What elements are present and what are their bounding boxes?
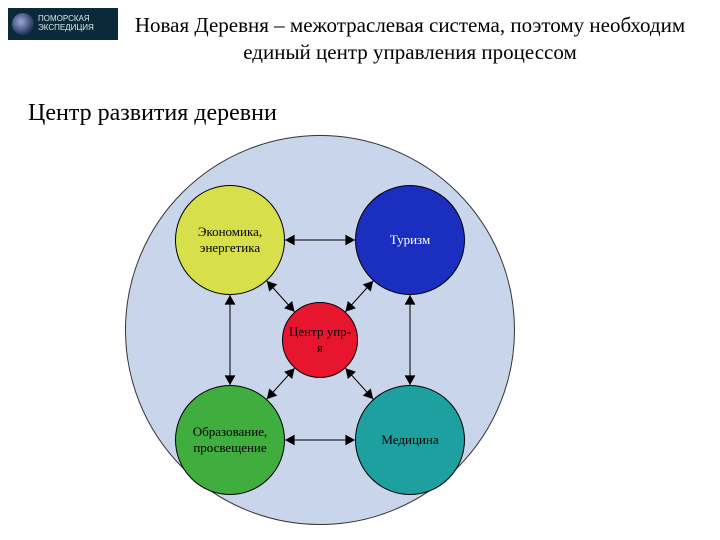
node-center: Центр упр-я [282, 302, 358, 378]
logo-badge: ПОМОРСКАЯ ЭКСПЕДИЦИЯ [8, 8, 118, 40]
page-subtitle: Центр развития деревни [28, 100, 277, 127]
node-med: Медицина [355, 385, 465, 495]
node-center-label: Центр упр-я [287, 324, 353, 355]
logo-text: ПОМОРСКАЯ ЭКСПЕДИЦИЯ [38, 15, 94, 33]
node-tourism: Туризм [355, 185, 465, 295]
globe-icon [12, 13, 34, 35]
node-edu-label: Образование, просвещение [180, 424, 280, 455]
page-title: Новая Деревня – межотраслевая система, п… [120, 12, 700, 67]
diagram-container: Экономика, энергетика Туризм Центр упр-я… [120, 130, 520, 530]
logo-line2: ЭКСПЕДИЦИЯ [38, 24, 94, 33]
node-econ-label: Экономика, энергетика [180, 224, 280, 255]
node-edu: Образование, просвещение [175, 385, 285, 495]
node-med-label: Медицина [381, 432, 438, 448]
node-econ: Экономика, энергетика [175, 185, 285, 295]
node-tourism-label: Туризм [390, 232, 430, 248]
